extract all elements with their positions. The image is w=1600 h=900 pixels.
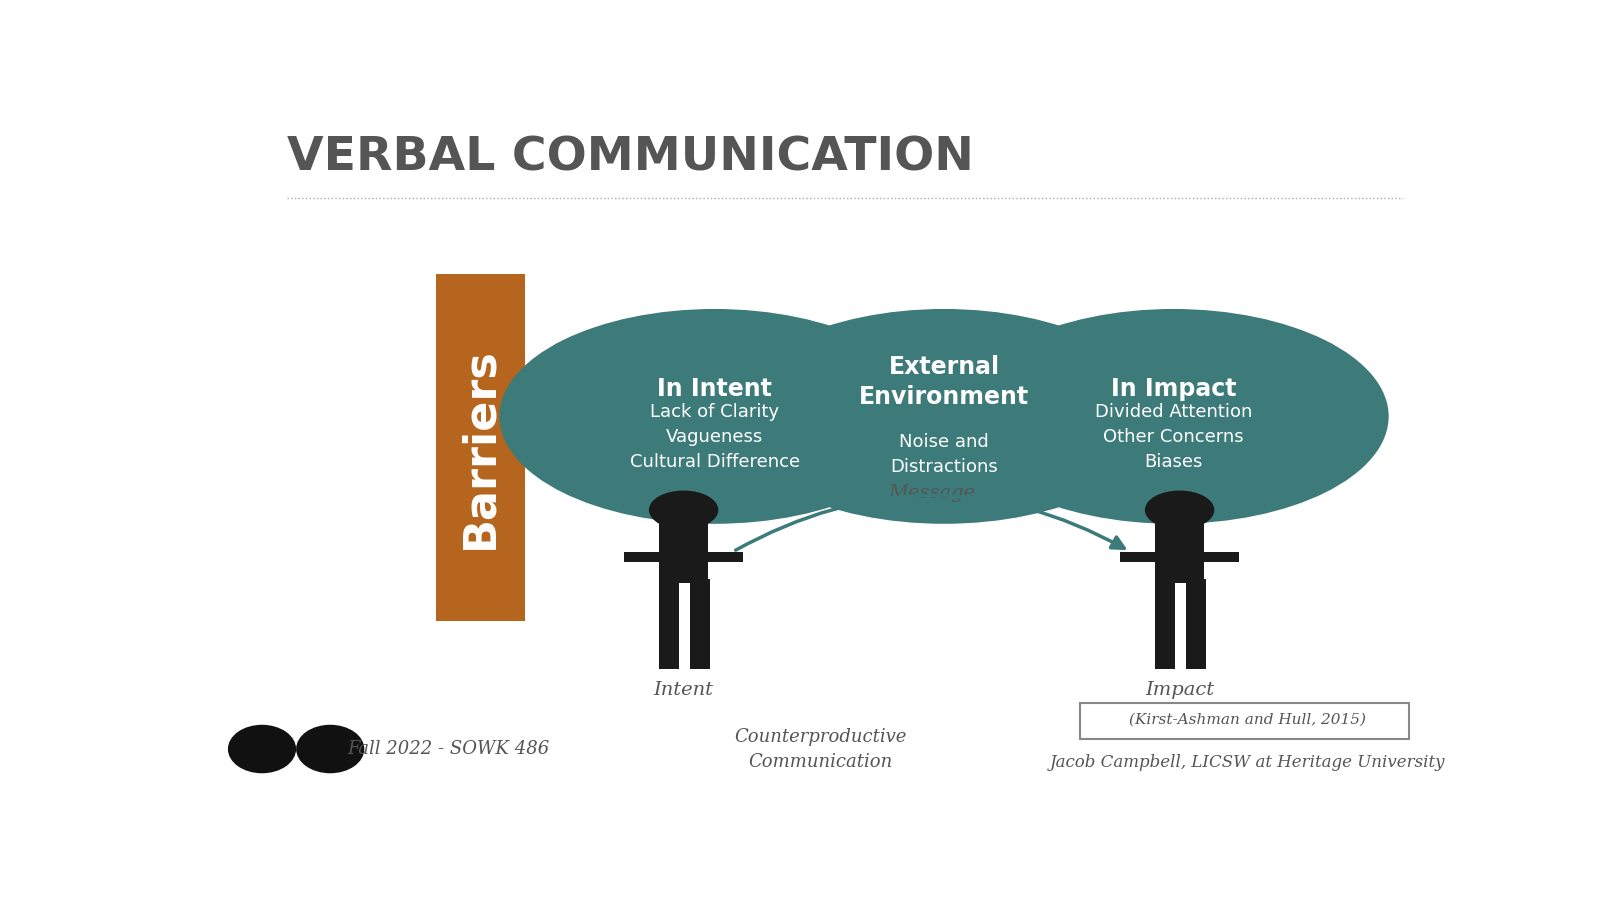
Text: Fall 2022 - SOWK 486: Fall 2022 - SOWK 486 bbox=[347, 740, 549, 758]
Text: Jacob Campbell, LICSW at Heritage University: Jacob Campbell, LICSW at Heritage Univer… bbox=[1050, 754, 1445, 771]
Text: Message: Message bbox=[888, 483, 974, 501]
Circle shape bbox=[650, 491, 718, 529]
FancyBboxPatch shape bbox=[1155, 580, 1174, 670]
Text: Intent: Intent bbox=[654, 681, 714, 699]
Text: Counterproductive
Communication: Counterproductive Communication bbox=[734, 727, 906, 770]
FancyBboxPatch shape bbox=[690, 580, 710, 670]
Ellipse shape bbox=[499, 309, 930, 524]
Ellipse shape bbox=[958, 309, 1389, 524]
FancyBboxPatch shape bbox=[1186, 580, 1206, 670]
Ellipse shape bbox=[296, 724, 365, 773]
FancyBboxPatch shape bbox=[435, 274, 525, 621]
Text: In Intent: In Intent bbox=[658, 377, 773, 400]
FancyBboxPatch shape bbox=[1120, 552, 1155, 562]
FancyBboxPatch shape bbox=[1155, 507, 1205, 582]
FancyArrowPatch shape bbox=[736, 496, 1125, 550]
FancyBboxPatch shape bbox=[1205, 552, 1238, 562]
Circle shape bbox=[1146, 491, 1214, 529]
Text: Barriers: Barriers bbox=[459, 346, 502, 548]
Ellipse shape bbox=[728, 309, 1160, 524]
Text: In Impact: In Impact bbox=[1110, 377, 1237, 400]
FancyBboxPatch shape bbox=[1080, 703, 1410, 739]
Text: (Kirst-Ashman and Hull, 2015): (Kirst-Ashman and Hull, 2015) bbox=[1130, 713, 1366, 727]
FancyBboxPatch shape bbox=[624, 552, 659, 562]
Text: External
Environment: External Environment bbox=[859, 355, 1029, 409]
FancyBboxPatch shape bbox=[659, 507, 709, 582]
FancyBboxPatch shape bbox=[659, 580, 678, 670]
Text: Lack of Clarity
Vagueness
Cultural Difference: Lack of Clarity Vagueness Cultural Diffe… bbox=[629, 403, 800, 472]
Text: Noise and
Distractions: Noise and Distractions bbox=[890, 433, 998, 476]
FancyBboxPatch shape bbox=[709, 552, 742, 562]
Ellipse shape bbox=[227, 724, 296, 773]
Text: VERBAL COMMUNICATION: VERBAL COMMUNICATION bbox=[286, 136, 974, 181]
Text: Divided Attention
Other Concerns
Biases: Divided Attention Other Concerns Biases bbox=[1094, 403, 1253, 472]
Text: Impact: Impact bbox=[1146, 681, 1214, 699]
